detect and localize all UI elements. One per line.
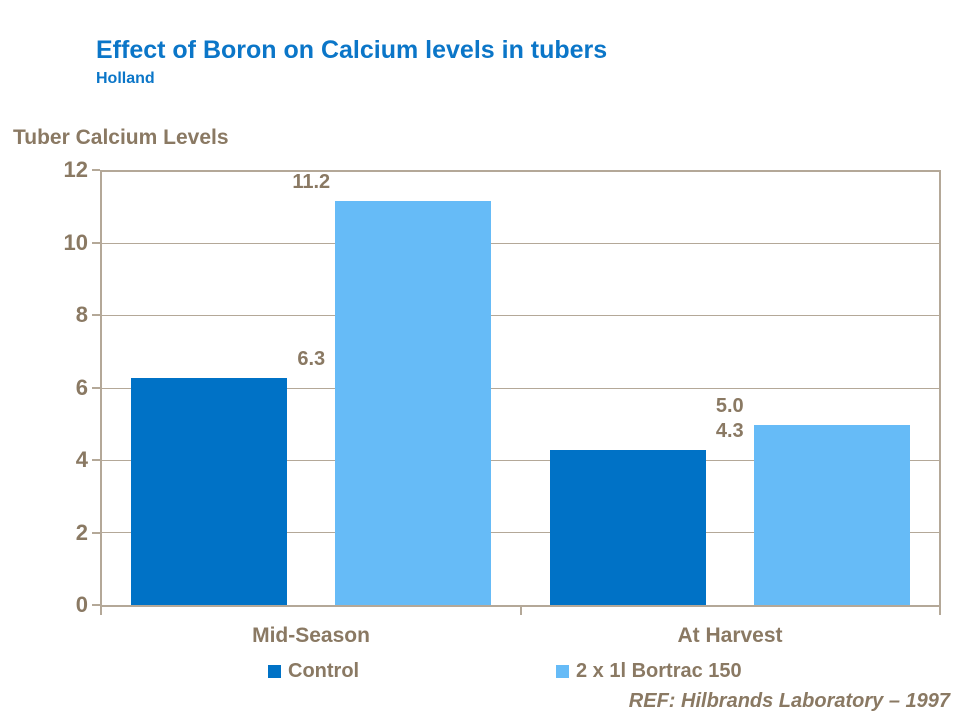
- legend-swatch-bortrac: [556, 664, 569, 678]
- bar-2-x-1l-bortrac-150-at-harvest: [753, 424, 910, 605]
- legend-swatch-control: [268, 664, 281, 678]
- y-axis-tick-6: [92, 386, 100, 389]
- page-subtitle: Holland: [96, 69, 155, 87]
- y-axis-tick-8: [92, 314, 100, 316]
- gridline-6: [102, 387, 939, 389]
- data-label-2-x-1l-bortrac-150-mid-season: 11.2: [292, 170, 331, 193]
- chart-title: Tuber Calcium Levels: [13, 126, 229, 149]
- y-axis-label-4: 4: [75, 447, 88, 472]
- data-label-2-x-1l-bortrac-150-at-harvest: 5.0: [715, 394, 744, 417]
- category-label-at-harvest: At Harvest: [677, 624, 783, 647]
- legend-label-control: Control: [288, 659, 360, 682]
- reference-note: REF: Hilbrands Laboratory – 1997: [628, 690, 950, 712]
- y-axis-tick-12: [92, 169, 100, 171]
- y-axis-label-6: 6: [75, 374, 88, 400]
- y-axis-tick-4: [92, 459, 100, 461]
- data-label-control-mid-season: 6.3: [297, 347, 326, 370]
- y-axis-tick-2: [92, 531, 100, 534]
- y-axis-tick-0: [92, 604, 100, 606]
- gridline-10: [102, 243, 939, 245]
- y-axis-label-0: 0: [75, 592, 88, 617]
- gridline-2: [102, 531, 939, 533]
- y-axis-label-12: 12: [63, 157, 88, 182]
- x-axis-tick-2: [939, 607, 941, 615]
- legend-label-bortrac: 2 x 1l Bortrac 150: [576, 659, 742, 682]
- header: Effect of Boron on Calcium levels in tub…: [96, 36, 607, 88]
- x-axis-tick-0: [100, 607, 102, 615]
- bar-control-mid-season: [131, 377, 288, 605]
- category-label-mid-season: Mid-Season: [252, 624, 370, 647]
- y-axis-label-2: 2: [75, 519, 88, 545]
- gridline-4: [102, 459, 939, 461]
- y-axis-tick-10: [92, 241, 100, 244]
- y-axis-label-8: 8: [75, 302, 88, 327]
- legend-entry-control: Control: [268, 659, 359, 683]
- legend-entry-bortrac: 2 x 1l Bortrac 150: [556, 659, 742, 683]
- x-axis-tick-1: [520, 607, 522, 615]
- bar-control-at-harvest: [549, 449, 706, 605]
- page-title: Effect of Boron on Calcium levels in tub…: [96, 36, 608, 64]
- plot-area: 6.3 4.3 11.2 5.0: [100, 170, 941, 607]
- bar-2-x-1l-bortrac-150-mid-season: [335, 200, 492, 605]
- gridline-8: [102, 315, 939, 317]
- y-axis-label-10: 10: [63, 229, 88, 255]
- data-label-control-at-harvest: 4.3: [715, 419, 744, 442]
